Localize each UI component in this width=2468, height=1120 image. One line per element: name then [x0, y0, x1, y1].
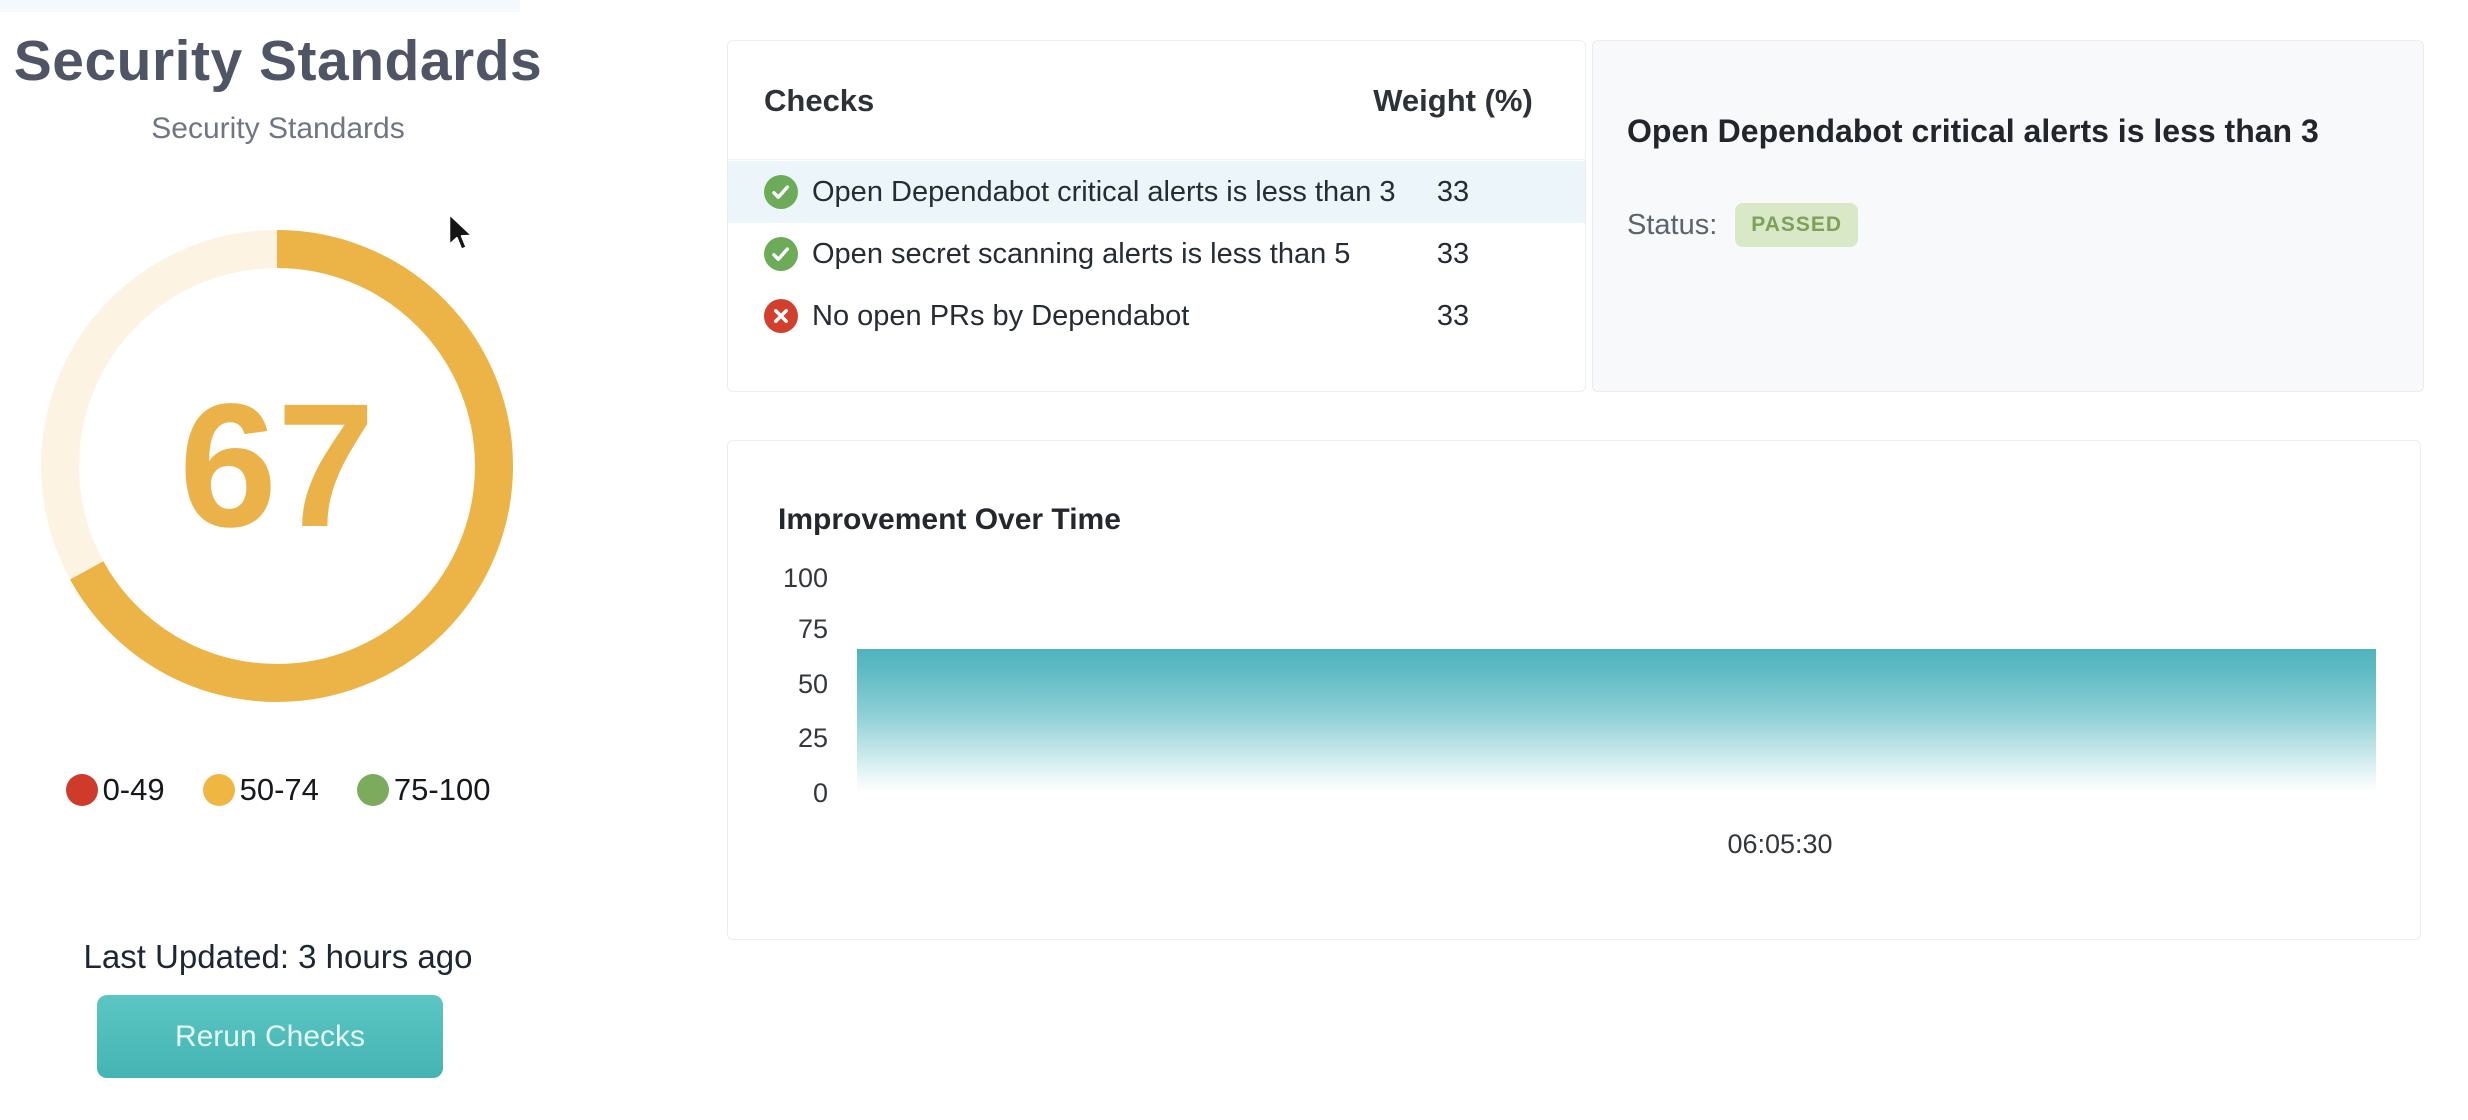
green-dot-icon [357, 774, 389, 806]
y-axis-tick: 100 [748, 562, 828, 594]
checks-column-header: Checks [764, 83, 874, 119]
legend-item-mid: 50-74 [203, 772, 319, 808]
top-strip [0, 0, 520, 12]
page-subtitle: Security Standards [0, 112, 556, 146]
score-legend: 0-49 50-74 75-100 [0, 772, 556, 808]
x-axis-tick: 06:05:30 [1680, 829, 1880, 860]
check-row-weight: 33 [1328, 223, 1578, 285]
status-row: Status: PASSED [1627, 203, 1858, 247]
y-axis-tick: 0 [748, 777, 828, 809]
mouse-cursor [447, 213, 475, 253]
page-title: Security Standards [0, 28, 556, 94]
checks-table-header: Checks Weight (%) [728, 41, 1585, 160]
red-dot-icon [66, 774, 98, 806]
improvement-chart-panel: Improvement Over Time 100 75 50 25 0 06:… [727, 440, 2421, 940]
legend-label: 50-74 [240, 772, 319, 808]
check-detail-panel: Open Dependabot critical alerts is less … [1592, 40, 2424, 392]
status-label: Status: [1627, 209, 1717, 242]
amber-dot-icon [203, 774, 235, 806]
status-badge: PASSED [1735, 203, 1858, 247]
y-axis-tick: 75 [748, 613, 828, 645]
weight-column-header: Weight (%) [1328, 83, 1578, 119]
check-row-weight: 33 [1328, 285, 1578, 347]
legend-item-high: 75-100 [357, 772, 491, 808]
check-row-dependabot-critical[interactable]: Open Dependabot critical alerts is less … [728, 161, 1585, 223]
legend-label: 75-100 [394, 772, 491, 808]
y-axis-tick: 25 [748, 722, 828, 754]
y-axis-tick: 50 [748, 668, 828, 700]
check-circle-icon [764, 237, 798, 271]
score-value: 67 [41, 230, 513, 702]
check-circle-icon [764, 175, 798, 209]
legend-item-low: 0-49 [66, 772, 165, 808]
check-row-label: Open secret scanning alerts is less than… [812, 238, 1350, 271]
rerun-checks-button[interactable]: Rerun Checks [97, 995, 443, 1078]
check-row-open-prs[interactable]: No open PRs by Dependabot 33 [728, 285, 1585, 347]
security-standards-page: Security Standards Security Standards 67… [0, 0, 2468, 1120]
check-row-label: No open PRs by Dependabot [812, 300, 1189, 333]
area-series [857, 649, 2376, 793]
check-row-weight: 33 [1328, 161, 1578, 223]
check-row-label: Open Dependabot critical alerts is less … [812, 176, 1396, 209]
detail-title: Open Dependabot critical alerts is less … [1627, 113, 2395, 150]
last-updated-text: Last Updated: 3 hours ago [0, 938, 556, 976]
check-row-secret-scanning[interactable]: Open secret scanning alerts is less than… [728, 223, 1585, 285]
x-circle-icon [764, 299, 798, 333]
score-gauge: 67 [41, 230, 513, 702]
legend-label: 0-49 [103, 772, 165, 808]
checks-panel: Checks Weight (%) Open Dependabot critic… [727, 40, 1586, 392]
chart-title: Improvement Over Time [778, 503, 1121, 537]
